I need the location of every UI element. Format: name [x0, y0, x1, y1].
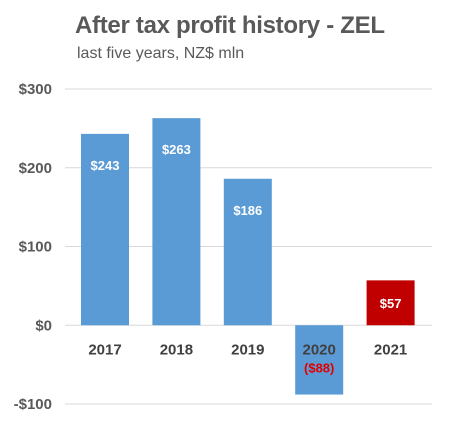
y-tick-label: $200	[19, 160, 52, 177]
data-label-2020: ($88)	[304, 361, 334, 376]
bar-2021	[366, 280, 415, 326]
y-tick-label: $300	[19, 81, 52, 98]
x-tick-label-2020: 2020	[303, 341, 336, 358]
y-tick-label: $0	[35, 317, 52, 334]
data-label-2017: $243	[91, 158, 120, 173]
bar-2019	[223, 178, 272, 326]
data-label-2018: $263	[162, 142, 191, 157]
x-tick-label-2017: 2017	[88, 341, 121, 358]
bar-2017	[81, 133, 129, 326]
y-tick-label: $100	[19, 239, 52, 256]
data-label-2019: $186	[233, 203, 262, 218]
y-tick-label: -$100	[14, 396, 52, 413]
bar-2020	[295, 325, 344, 395]
bar-2018	[152, 118, 201, 326]
x-tick-label-2018: 2018	[160, 341, 193, 358]
x-tick-label-2021: 2021	[374, 341, 407, 358]
chart-title: After tax profit history - ZEL	[75, 12, 385, 39]
data-label-2021: $57	[380, 296, 402, 311]
x-tick-label-2019: 2019	[231, 341, 264, 358]
chart-subtitle: last five years, NZ$ mln	[77, 45, 245, 62]
